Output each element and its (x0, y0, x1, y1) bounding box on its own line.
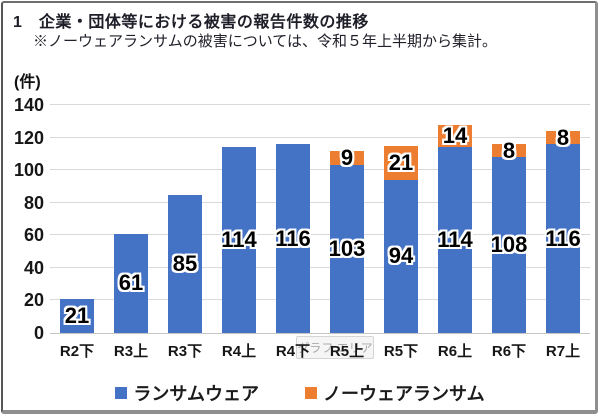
legend-label-ransomware: ランサムウェア (133, 384, 259, 404)
legend-swatch-ransomware (115, 387, 128, 399)
bar-segment-ransomware-R5上: 103 (328, 165, 366, 333)
y-tick-label-100: 100 (13, 160, 44, 181)
y-tick-label-120: 120 (13, 127, 44, 148)
bar-segment-ransomware-R2下: 21 (60, 298, 94, 333)
bar-value-label-ransomware-R2下: 21 (64, 302, 90, 328)
bar-value-label-ransomware-R3下: 85 (172, 250, 198, 276)
gridline-120 (50, 136, 590, 138)
chart-legend: ランサムウェア ノーウェアランサム (0, 381, 600, 405)
bar-value-label-ransomware-R3上: 61 (118, 270, 144, 296)
bar-value-label-ransomware-R6下: 108 (490, 232, 528, 258)
chart-area-tooltip: グラフ エリア (296, 336, 374, 359)
bar-column-R4上: 114 (212, 105, 266, 333)
bar-segment-noware-ransom-R6上: 14 (438, 122, 472, 148)
y-tick-label-80: 80 (23, 192, 44, 213)
x-tick-label-R3上: R3上 (113, 343, 149, 360)
gridline-60 (50, 234, 590, 236)
bar-value-label-noware-ransom-R6上: 14 (442, 122, 468, 148)
bar-segment-ransomware-R4下: 116 (275, 144, 311, 333)
section-title: 1 企業・団体等における被害の報告件数の推移 (13, 14, 369, 31)
bar-segment-noware-ransom-R6下: 8 (492, 139, 526, 161)
gridline-20 (50, 299, 590, 301)
bar-value-label-ransomware-R6上: 114 (437, 227, 473, 253)
legend-item-noware-ransom: ノーウェアランサム (305, 380, 485, 406)
bar-column-R6下: 108 8 (482, 105, 536, 333)
y-tick-label-140: 140 (13, 95, 44, 115)
x-tick-label-R4下: R4下 (275, 343, 311, 360)
bar-segment-ransomware-R5下: 94 (384, 179, 418, 333)
x-tick-label-R2下: R2下 (59, 343, 95, 360)
y-tick-label-60: 60 (23, 225, 44, 246)
x-tick-label-R4上: R4上 (221, 343, 257, 360)
bar-value-label-ransomware-R4上: 114 (221, 227, 257, 253)
bar-segment-ransomware-R3下: 85 (168, 194, 202, 333)
x-tick-label-R6上: R6上 (437, 343, 473, 360)
bar-column-R5下: 94 21 (374, 105, 428, 333)
bar-value-label-noware-ransom-R5下: 21 (388, 149, 414, 175)
bar-column-R2下: 21 (50, 105, 104, 333)
legend-swatch-noware-ransom (305, 387, 317, 399)
bar-value-label-ransomware-R4下: 116 (275, 225, 311, 251)
bar-column-R6上: 114 14 (428, 105, 482, 333)
y-tick-label-40: 40 (23, 257, 44, 278)
bar-value-label-noware-ransom-R5上: 9 (340, 144, 354, 170)
section-note: ※ノーウェアランサムの被害については、令和５年上半期から集計。 (33, 34, 497, 50)
legend-label-noware-ransom: ノーウェアランサム (323, 384, 485, 404)
bar-column-R7上: 116 8 (536, 105, 590, 333)
gridline-80 (50, 201, 590, 203)
bar-chart-plot-area: 21 61 85 114 116 103 9 94 21 114 14 108 8 116 8 (50, 104, 590, 334)
bar-segment-ransomware-R6下: 108 (490, 157, 528, 333)
bar-column-R5上: 103 9 (320, 105, 374, 333)
y-axis-unit-label: (件) (14, 74, 41, 91)
bar-column-R4下: 116 (266, 105, 320, 333)
bar-segment-noware-ransom-R5上: 9 (330, 146, 364, 168)
gridline-100 (50, 169, 590, 171)
bar-segment-ransomware-R4上: 114 (221, 147, 257, 333)
bar-segment-ransomware-R3上: 61 (114, 233, 148, 333)
x-tick-label-R6下: R6下 (491, 343, 527, 360)
x-tick-label-R7上: R7上 (545, 343, 581, 360)
bar-value-label-ransomware-R5上: 103 (328, 236, 366, 262)
x-tick-label-R3下: R3下 (167, 343, 203, 360)
bar-value-label-noware-ransom-R7上: 8 (556, 124, 570, 150)
bar-column-R3下: 85 (158, 105, 212, 333)
bar-value-label-ransomware-R7上: 116 (545, 225, 581, 251)
gridline-40 (50, 266, 590, 268)
bar-value-label-ransomware-R5下: 94 (388, 243, 414, 269)
bar-segment-ransomware-R7上: 116 (545, 144, 581, 333)
x-tick-label-R5下: R5下 (383, 343, 419, 360)
bar-segment-noware-ransom-R7上: 8 (546, 126, 580, 148)
x-tick-label-R5上: R5上 (329, 343, 365, 360)
bar-segment-noware-ransom-R5下: 21 (384, 145, 418, 180)
bar-segment-ransomware-R6上: 114 (437, 147, 473, 333)
y-tick-label-0: 0 (33, 323, 44, 343)
bar-value-label-noware-ransom-R6下: 8 (502, 137, 516, 163)
y-tick-label-20: 20 (23, 290, 44, 311)
legend-item-ransomware: ランサムウェア (115, 380, 259, 406)
gridline-140 (50, 104, 590, 105)
bar-column-R3上: 61 (104, 105, 158, 333)
